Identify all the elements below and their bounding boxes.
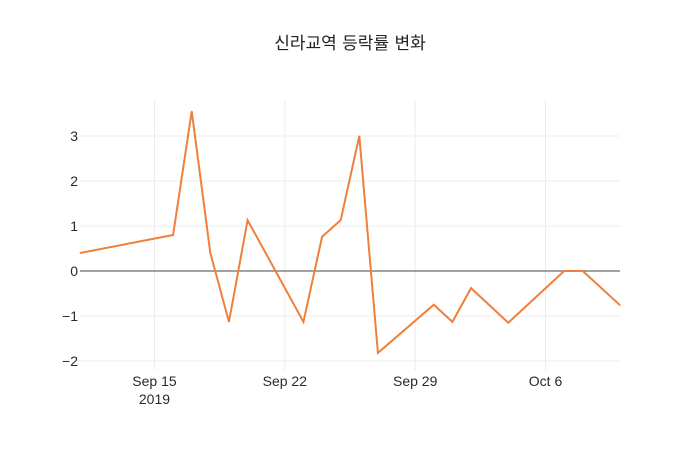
data-point: [471, 288, 472, 289]
data-point: [564, 271, 565, 272]
y-tick-label: −2: [62, 353, 78, 369]
data-point: [340, 220, 341, 221]
data-point: [228, 321, 229, 322]
series-layer: [80, 111, 621, 354]
data-point: [359, 136, 360, 137]
x-tick-label: Oct 6: [529, 373, 563, 389]
chart-title: 신라교역 등락률 변화: [274, 34, 426, 54]
data-point: [433, 304, 434, 305]
x-tick-label: Sep 15: [132, 373, 177, 389]
data-point: [322, 236, 323, 237]
data-point: [620, 305, 621, 306]
y-tick-label: 1: [70, 218, 78, 234]
y-tick-label: 3: [70, 128, 78, 144]
data-point: [377, 352, 378, 353]
y-tick-label: −1: [62, 308, 78, 324]
axis-layer: Sep 15 2019 Sep 22 Sep 29 Oct 6 3 2 1 0 −1 −2: [62, 128, 620, 407]
x-tick-sublabel: 2019: [139, 391, 170, 407]
data-point: [452, 321, 453, 322]
data-point: [247, 220, 248, 221]
data-point: [582, 271, 583, 272]
series-line: [80, 111, 620, 353]
data-point: [80, 253, 81, 254]
grid-layer: [80, 100, 620, 370]
data-point: [191, 111, 192, 112]
x-tick-label: Sep 29: [393, 373, 438, 389]
data-point: [210, 253, 211, 254]
y-tick-label: 0: [70, 263, 78, 279]
y-tick-label: 2: [70, 173, 78, 189]
x-tick-label: Sep 22: [263, 373, 308, 389]
data-point: [508, 322, 509, 323]
data-point: [173, 235, 174, 236]
data-point: [303, 321, 304, 322]
